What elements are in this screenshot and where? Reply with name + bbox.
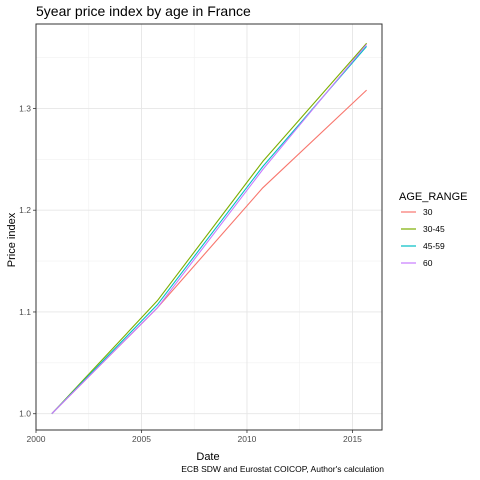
- legend-label-30: 30: [423, 207, 433, 217]
- series-line-30-45: [51, 42, 368, 415]
- y-tick-label: 1.2: [19, 205, 31, 215]
- x-tick-label: 2000: [27, 434, 46, 444]
- x-axis: 2000 2005 2010 2015: [27, 430, 362, 444]
- plot-area: [35, 23, 383, 431]
- y-axis-title: Price index: [6, 212, 18, 267]
- legend-title: AGE_RANGE: [399, 191, 467, 203]
- y-tick-label: 1.0: [19, 409, 31, 419]
- y-tick-label: 1.1: [19, 307, 31, 317]
- legend-label-45-59: 45-59: [423, 241, 445, 251]
- grid-minor: [36, 24, 382, 430]
- legend-label-30-45: 30-45: [423, 224, 445, 234]
- plot-border: [35, 23, 383, 431]
- y-axis: 1.0 1.1 1.2 1.3: [19, 103, 36, 419]
- chart-title: 5year price index by age in France: [36, 3, 251, 19]
- series-line-60: [51, 44, 368, 415]
- x-tick-label: 2010: [238, 434, 257, 444]
- chart-caption: ECB SDW and Eurostat COICOP, Author's ca…: [181, 464, 384, 474]
- y-tick-label: 1.3: [19, 103, 31, 113]
- legend: AGE_RANGE 30 30-45 45-59 60: [399, 191, 467, 268]
- x-tick-label: 2005: [132, 434, 151, 444]
- legend-label-60: 60: [423, 258, 433, 268]
- series-lines: [51, 42, 368, 415]
- x-axis-title: Date: [196, 451, 219, 463]
- x-tick-label: 2015: [343, 434, 362, 444]
